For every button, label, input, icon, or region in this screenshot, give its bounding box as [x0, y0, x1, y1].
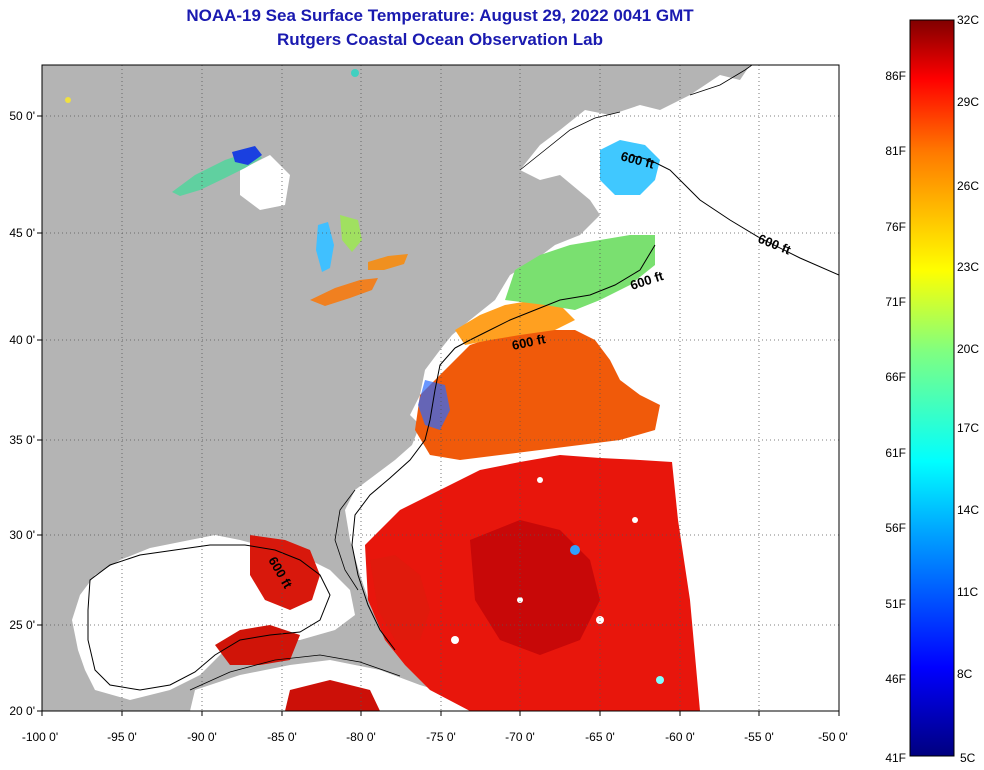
colorbar-label-c: 29C: [957, 95, 979, 109]
colorbar-label-f: 66F: [885, 370, 906, 384]
coastline: [189, 65, 753, 691]
sst-midlat-band: [415, 330, 660, 460]
sst-warm-patch-2: [470, 520, 600, 655]
north-water: [240, 155, 290, 210]
colorbar-label-f: 41F: [885, 751, 906, 765]
sst-gulf-of-maine: [505, 235, 655, 310]
colorbar-label-c: 32C: [957, 13, 979, 27]
lon-tick-label: -90 0': [187, 730, 217, 744]
colorbar-label-c: 17C: [957, 421, 979, 435]
colorbar-fahrenheit-labels: 86F 81F 76F 71F 66F 61F 56F 51F 46F 41F: [885, 69, 906, 765]
colorbar-celsius-labels: 32C 29C 26C 23C 20C 17C 14C 11C 8C 5C: [957, 13, 979, 765]
colorbar-label-f: 51F: [885, 597, 906, 611]
lake-ontario: [368, 254, 408, 270]
colorbar-label-f: 76F: [885, 220, 906, 234]
lon-tick-label: -65 0': [585, 730, 615, 744]
caribbean-sea: [190, 660, 520, 711]
lat-tick-labels: 50 0' 45 0' 40 0' 35 0' 30 0' 25 0' 20 0…: [9, 109, 42, 718]
contour-label: 600 ft: [511, 331, 548, 353]
sst-shelf-orange: [455, 300, 575, 345]
sst-cape-hatteras-blue: [418, 380, 450, 430]
sst-gulf-red-2: [215, 625, 300, 665]
colorbar-label-f: 46F: [885, 672, 906, 686]
colorbar-label-c: 5C: [960, 751, 976, 765]
lon-tick-label: -70 0': [505, 730, 535, 744]
colorbar-label-c: 20C: [957, 342, 979, 356]
graticule: [42, 65, 839, 711]
sst-caribbean-red: [285, 680, 380, 711]
lon-tick-label: -95 0': [107, 730, 137, 744]
map-subtitle: Rutgers Coastal Ocean Observation Lab: [277, 30, 603, 49]
colorbar-label-f: 61F: [885, 446, 906, 460]
lon-tick-label: -85 0': [267, 730, 297, 744]
colorbar-label-f: 86F: [885, 69, 906, 83]
lat-tick-label: 20 0': [9, 704, 35, 718]
lon-tick-labels: -100 0' -95 0' -90 0' -85 0' -80 0' -75 …: [22, 711, 848, 744]
lake-superior-blue: [232, 146, 262, 165]
sst-bahamas: [370, 555, 430, 640]
colorbar-label-f: 71F: [885, 295, 906, 309]
colorbar-label-c: 26C: [957, 179, 979, 193]
lat-tick-label: 45 0': [9, 226, 35, 240]
colorbar-label-c: 11C: [957, 585, 978, 599]
colorbar-label-f: 81F: [885, 144, 906, 158]
lat-tick-label: 35 0': [9, 433, 35, 447]
lat-tick-label: 25 0': [9, 618, 35, 632]
map-title: NOAA-19 Sea Surface Temperature: August …: [186, 6, 694, 25]
lon-tick-label: -55 0': [744, 730, 774, 744]
sst-gulf-stlawrence: [600, 140, 660, 195]
colorbar-label-f: 56F: [885, 521, 906, 535]
lat-tick-label: 50 0': [9, 109, 35, 123]
sst-gulf-red: [250, 535, 320, 610]
colorbar-label-c: 23C: [957, 260, 979, 274]
colorbar-gradient: [909, 19, 955, 757]
colorbar: 32C 29C 26C 23C 20C 17C 14C 11C 8C 5C 86…: [885, 13, 979, 765]
lat-tick-label: 30 0': [9, 528, 35, 542]
lon-tick-label: -100 0': [22, 730, 58, 744]
colorbar-label-c: 14C: [957, 503, 979, 517]
lon-tick-label: -80 0': [346, 730, 376, 744]
colorbar-label-c: 8C: [957, 667, 973, 681]
lon-tick-label: -50 0': [818, 730, 848, 744]
lat-tick-label: 40 0': [9, 333, 35, 347]
isobath-600ft: [87, 154, 839, 691]
lake-huron: [340, 215, 362, 252]
lon-tick-label: -60 0': [665, 730, 695, 744]
sst-noise: [65, 69, 664, 684]
lon-tick-label: -75 0': [426, 730, 456, 744]
lake-michigan: [316, 222, 334, 272]
